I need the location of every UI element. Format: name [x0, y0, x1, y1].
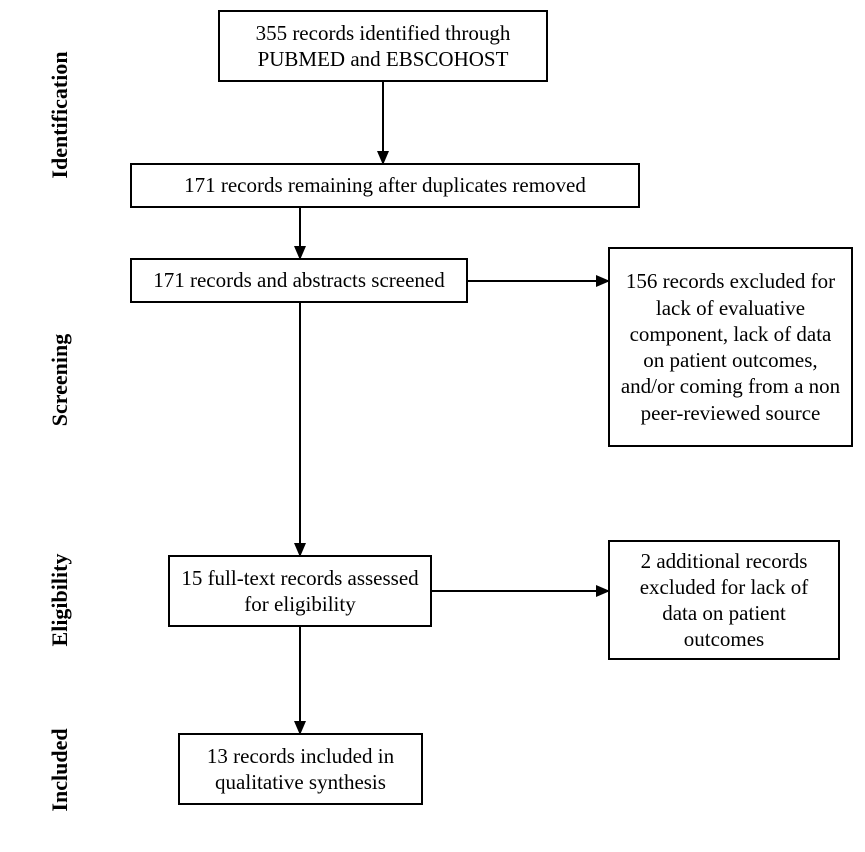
box-excluded-eligibility: 2 additional records excluded for lack o…	[608, 540, 840, 660]
box-included-synthesis: 13 records included in qualitative synth…	[178, 733, 423, 805]
box-identified: 355 records identified through PUBMED an…	[218, 10, 548, 82]
stage-label-eligibility: Eligibility	[47, 554, 73, 647]
stage-label-included: Included	[47, 728, 73, 811]
box-after-duplicates: 171 records remaining after duplicates r…	[130, 163, 640, 208]
stage-label-identification: Identification	[47, 51, 73, 178]
box-fulltext-assessed: 15 full-text records assessed for eligib…	[168, 555, 432, 627]
box-excluded-screening: 156 records excluded for lack of evaluat…	[608, 247, 853, 447]
prisma-flowchart: Identification Screening Eligibility Inc…	[0, 0, 865, 852]
box-screened: 171 records and abstracts screened	[130, 258, 468, 303]
stage-label-screening: Screening	[47, 334, 73, 426]
